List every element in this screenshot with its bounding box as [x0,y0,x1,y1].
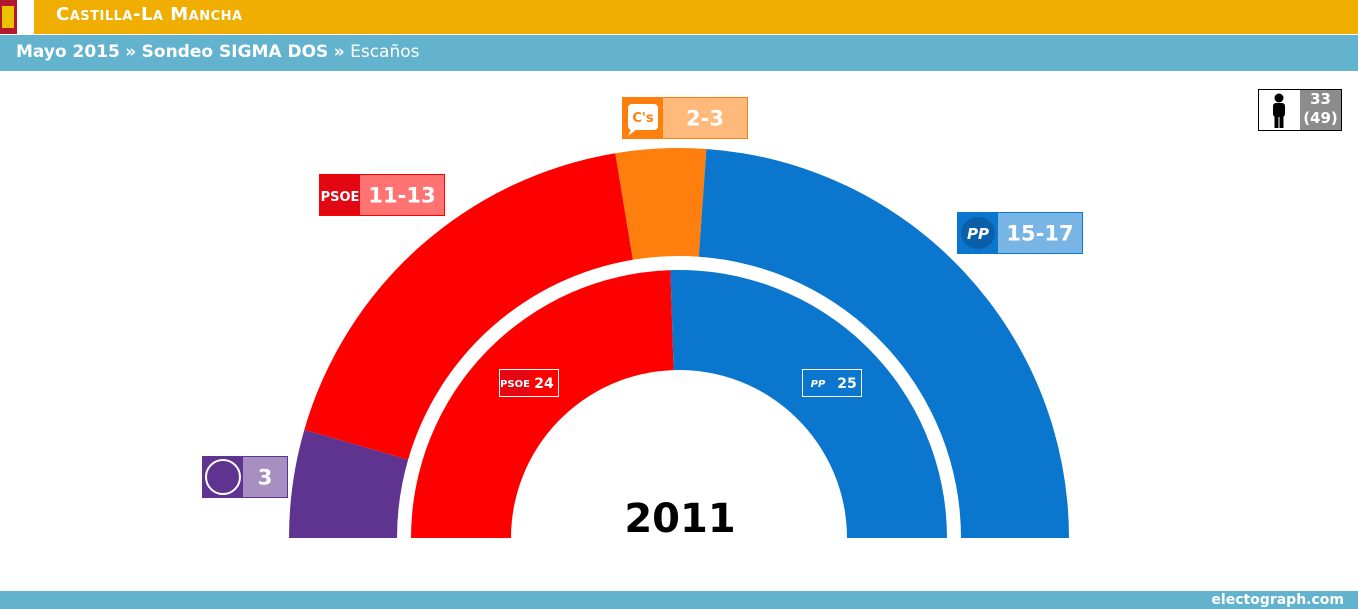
inner-labels: PSOE 24 PP 25 [499,369,862,397]
seat-label-cs: C's 2-3 [622,97,748,139]
svg-text:C's: C's [632,111,654,126]
person-icon [1273,93,1285,128]
year-label: 2011 [624,496,735,542]
seat-label-value: 11-13 [368,184,435,208]
breadcrumb-separator: » [333,42,345,62]
seat-label-value: 2-3 [686,107,724,131]
region-title: Castilla-La Mancha [56,4,243,25]
inner-segment-pp [670,270,947,538]
outer-segment-cs [615,147,707,260]
majority-box: 33 (49) [1258,89,1342,131]
majority-seats: 33 [1310,90,1331,108]
outer-segment-podemos [289,429,409,538]
svg-text:PSOE: PSOE [321,190,360,205]
region-bar: Castilla-La Mancha [0,0,1358,34]
svg-text:PP: PP [967,225,989,243]
seat-label-pp: PP 15-17 [957,212,1083,254]
majority-total: (49) [1303,109,1338,127]
outer-ring [289,147,1069,539]
brand-link[interactable]: electograph.com [1211,592,1344,608]
outer-segment-pp [698,148,1069,539]
outer-labels: 3 PSOE 11-13 C's 2-3 PP 15-17 [202,97,1083,498]
breadcrumb-date[interactable]: Mayo 2015 [16,42,120,62]
svg-text:PP: PP [811,379,826,390]
breadcrumb-poll[interactable]: Sondeo SIGMA DOS [141,42,329,62]
breadcrumb-metric: Escaños [350,42,420,62]
seat-label-value: 25 [837,376,856,392]
seat-label-pp: PP 25 [802,369,862,397]
seat-label-value: 15-17 [1006,222,1073,246]
region-flag-icon [0,0,34,34]
inner-segment-psoe [411,270,674,538]
svg-text:PSOE: PSOE [500,379,530,390]
seat-label-value: 3 [258,466,273,490]
seat-label-value: 24 [534,376,554,392]
seat-label-podemos: 3 [202,456,288,498]
majority-value: 33 (49) [1300,90,1341,130]
seat-label-psoe: PSOE 11-13 [319,174,445,216]
breadcrumb: Mayo 2015 » Sondeo SIGMA DOS » Escaños [0,34,1358,71]
inner-ring [411,270,947,538]
outer-segment-psoe [304,153,633,460]
seat-label-psoe: PSOE 24 [499,369,559,397]
footer: electograph.com [0,591,1358,609]
breadcrumb-separator: » [125,42,137,62]
